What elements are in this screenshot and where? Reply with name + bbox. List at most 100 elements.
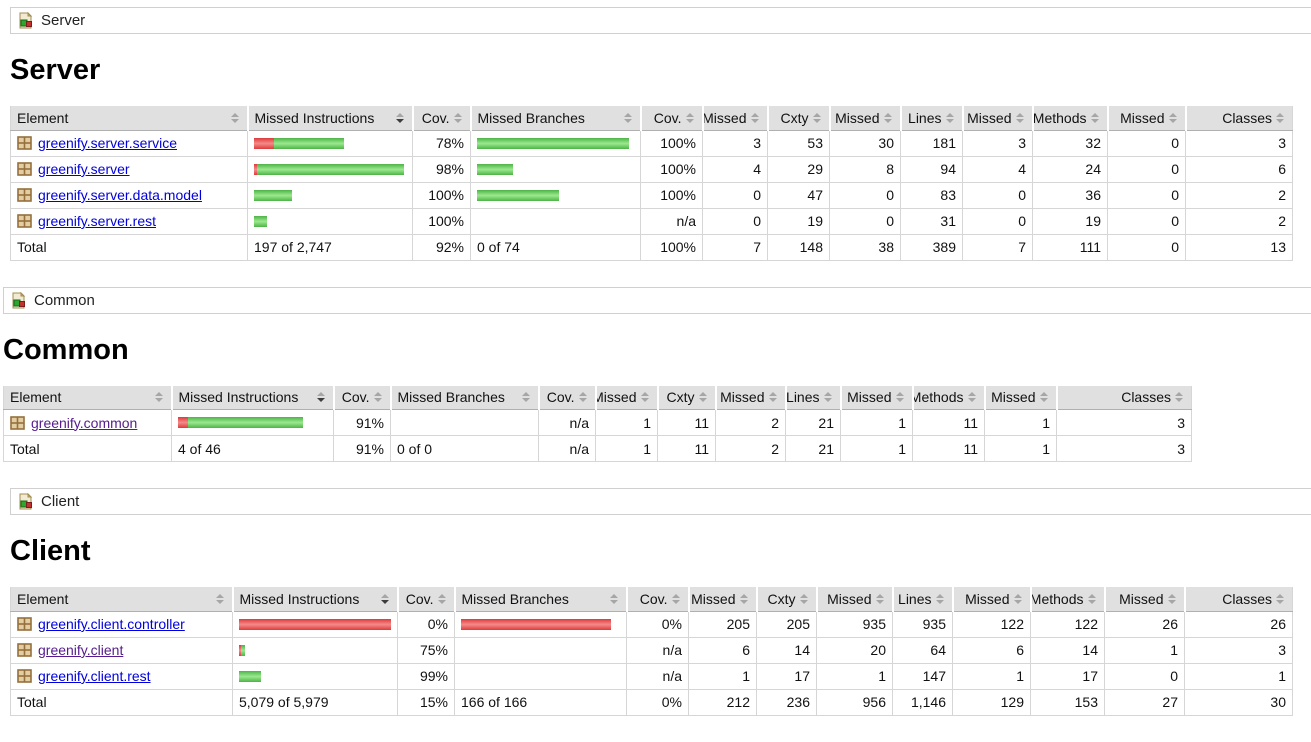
sort-icon[interactable] [640,392,649,403]
column-header-element[interactable]: Element [10,587,233,612]
column-header-methods[interactable]: Methods [1029,587,1105,612]
sort-icon[interactable] [316,392,325,403]
sort-icon[interactable] [883,112,892,123]
sort-icon[interactable] [1015,112,1024,123]
column-header-classes[interactable]: Classes [1184,106,1293,131]
column-header-lines[interactable]: Lines [899,106,963,131]
package-link[interactable]: greenify.server.service [38,135,178,151]
counter-cell: 0 [702,182,768,209]
column-header-missed[interactable]: Missed [961,106,1033,131]
sort-icon[interactable] [609,593,618,604]
sort-icon[interactable] [215,593,224,604]
column-header-lines[interactable]: Lines [891,587,953,612]
sort-icon[interactable] [380,593,389,604]
sort-icon[interactable] [895,392,904,403]
column-header-missed-branches[interactable]: Missed Branches [389,385,539,410]
column-header-missed[interactable]: Missed [1103,587,1185,612]
column-header-classes[interactable]: Classes [1183,587,1293,612]
column-header-missed[interactable]: Missed [839,385,913,410]
counter-cell: 11 [657,409,716,436]
column-header-missed[interactable]: Missed [815,587,893,612]
column-header-missed[interactable]: Missed [951,587,1031,612]
column-header-classes[interactable]: Classes [1055,385,1192,410]
column-header-cov-[interactable]: Cov. [411,106,471,131]
column-header-missed[interactable]: Missed [594,385,658,410]
instruction-coverage-cell: 100% [412,182,471,209]
total-label: Total [10,234,248,261]
sort-icon[interactable] [521,392,530,403]
sort-icon[interactable] [685,112,694,123]
column-header-methods[interactable]: Methods [1031,106,1108,131]
column-header-cxty[interactable]: Cxty [755,587,817,612]
package-link[interactable]: greenify.common [31,414,138,431]
sort-icon[interactable] [935,593,944,604]
sort-icon[interactable] [154,392,163,403]
sort-icon[interactable] [671,593,680,604]
sort-icon[interactable] [623,112,632,123]
column-header-missed[interactable]: Missed [687,587,757,612]
package-link[interactable]: greenify.server.rest [38,213,157,229]
package-link[interactable]: greenify.client.rest [38,668,151,684]
sort-icon[interactable] [739,593,748,604]
sort-icon[interactable] [1013,593,1022,604]
sort-icon[interactable] [453,112,462,123]
sort-icon[interactable] [1276,112,1284,123]
sort-icon[interactable] [578,392,587,403]
sort-icon[interactable] [812,112,821,123]
sort-icon[interactable] [967,392,976,403]
column-header-cov-[interactable]: Cov. [639,106,703,131]
column-header-methods[interactable]: Methods [911,385,985,410]
column-header-missed[interactable]: Missed [714,385,786,410]
column-header-missed[interactable]: Missed [828,106,901,131]
column-header-cov-[interactable]: Cov. [537,385,596,410]
sort-icon[interactable] [875,593,884,604]
column-header-missed[interactable]: Missed [701,106,768,131]
column-header-cxty[interactable]: Cxty [656,385,716,410]
sort-icon[interactable] [1039,392,1048,403]
column-header-cxty[interactable]: Cxty [766,106,830,131]
counter-cell: 0 [1107,182,1186,209]
sort-icon[interactable] [1090,112,1099,123]
counter-cell: 4 [962,156,1033,183]
column-header-missed-instructions[interactable]: Missed Instructions [170,385,334,410]
column-header-element[interactable]: Element [3,385,172,410]
package-link[interactable]: greenify.server [38,161,130,177]
sort-icon[interactable] [230,112,239,123]
column-header-cov-[interactable]: Cov. [332,385,391,410]
sort-icon[interactable] [750,112,759,123]
package-link[interactable]: greenify.client [38,642,124,658]
sort-icon[interactable] [395,112,404,123]
sort-icon[interactable] [1167,593,1176,604]
missed-branches-cell [470,156,641,183]
counter-cell: 26 [1104,611,1185,638]
package-link[interactable]: greenify.server.data.model [38,187,202,203]
column-header-missed-instructions[interactable]: Missed Instructions [231,587,398,612]
sort-icon[interactable] [373,392,382,403]
sort-icon[interactable] [1276,593,1284,604]
sort-icon[interactable] [768,392,777,403]
column-header-label: Cxty [666,389,695,406]
package-link[interactable]: greenify.client.controller [38,616,185,632]
column-header-cov-[interactable]: Cov. [396,587,455,612]
counter-cell: 3 [962,130,1033,157]
sort-icon[interactable] [823,392,832,403]
column-header-missed-instructions[interactable]: Missed Instructions [246,106,413,131]
counter-cell: 36 [1032,182,1108,209]
sort-icon[interactable] [698,392,707,403]
sort-icon[interactable] [1175,392,1183,403]
column-header-element[interactable]: Element [10,106,248,131]
column-header-missed[interactable]: Missed [983,385,1057,410]
sort-icon[interactable] [1087,593,1096,604]
sort-icon[interactable] [799,593,808,604]
column-header-cov-[interactable]: Cov. [625,587,689,612]
total-counter-cell: 38 [829,234,901,261]
sort-icon[interactable] [1168,112,1177,123]
sort-icon[interactable] [437,593,446,604]
counter-cell: 3 [1184,637,1293,664]
column-header-missed[interactable]: Missed [1106,106,1186,131]
branch-coverage-cell: n/a [626,637,689,664]
column-header-missed-branches[interactable]: Missed Branches [453,587,627,612]
sort-icon[interactable] [945,112,954,123]
column-header-lines[interactable]: Lines [784,385,841,410]
column-header-missed-branches[interactable]: Missed Branches [469,106,641,131]
